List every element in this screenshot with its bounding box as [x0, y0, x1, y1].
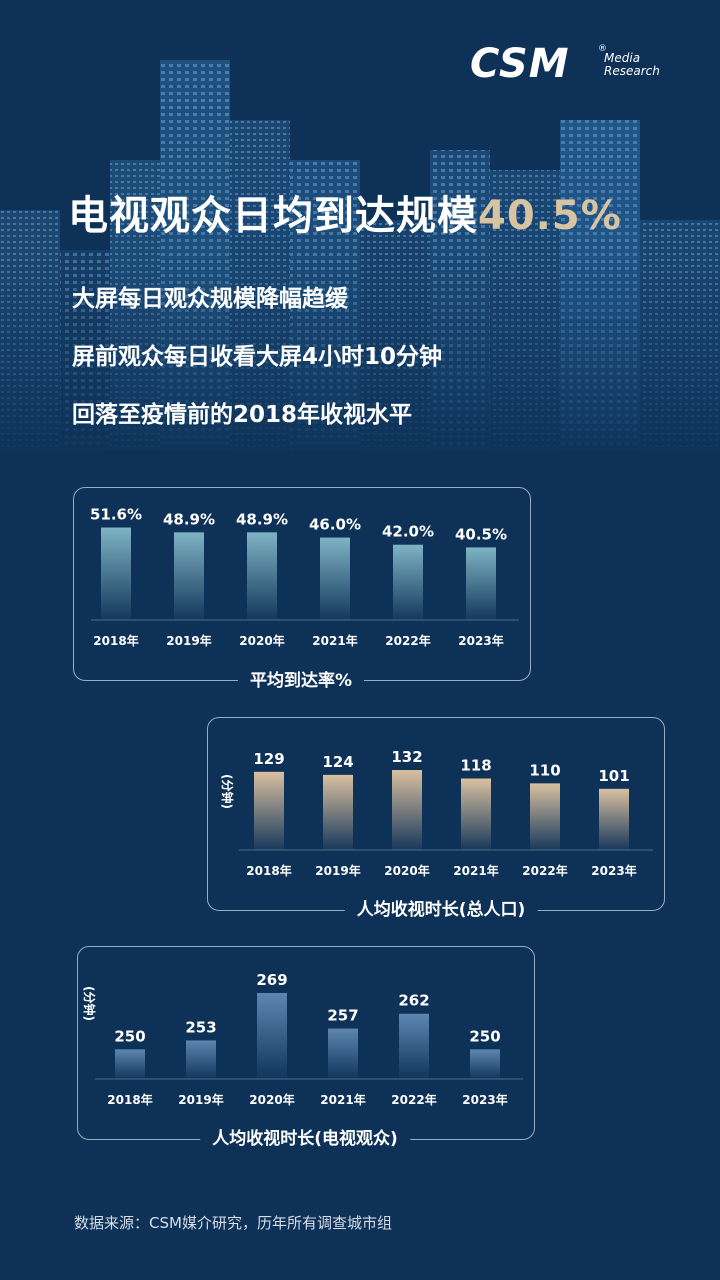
- chart-title-viewing-time-total: 人均收视时长(总人口): [344, 899, 538, 921]
- x-tick-label: 2018年: [246, 863, 291, 878]
- bar-2022年: [530, 783, 560, 850]
- x-tick-label: 2018年: [93, 633, 138, 648]
- x-tick-label: 2023年: [462, 1092, 507, 1107]
- bar-value-label: 253: [185, 1018, 216, 1036]
- chart-viewing-time-tv: 250 2018年 253 2019年 269 2020年 257 2021年 262 2022年…: [95, 971, 523, 1107]
- bar-2023年: [470, 1049, 500, 1079]
- logo-sub-line-2: Research: [604, 64, 660, 78]
- bar-value-label: 257: [327, 1007, 358, 1025]
- x-tick-label: 2023年: [591, 863, 636, 878]
- x-tick-label: 2020年: [249, 1092, 294, 1107]
- bar-value-label: 101: [598, 767, 629, 785]
- data-source-note: 数据来源：CSM媒介研究，历年所有调查城市组: [74, 1214, 392, 1232]
- subhead-2: 屏前观众每日收看大屏4小时10分钟: [72, 344, 443, 370]
- bar-2023年: [466, 547, 496, 620]
- bar-value-label: 48.9%: [163, 510, 215, 528]
- headline-text: 电视观众日均到达规模: [68, 193, 478, 239]
- bar-2019年: [174, 532, 204, 620]
- bar-value-label: 118: [460, 757, 491, 775]
- bar-value-label: 132: [391, 748, 422, 766]
- x-tick-label: 2020年: [239, 633, 284, 648]
- x-tick-label: 2018年: [107, 1092, 152, 1107]
- bar-value-label: 269: [256, 971, 287, 989]
- bar-value-label: 262: [398, 992, 429, 1010]
- x-tick-label: 2019年: [315, 863, 360, 878]
- csm-logo: CSM ® Media Research: [470, 44, 670, 84]
- x-tick-label: 2021年: [320, 1092, 365, 1107]
- logo-main-text: CSM: [470, 41, 570, 87]
- bar-2018年: [254, 771, 284, 850]
- chart-title-reach-rate: 平均到达率%: [237, 670, 365, 692]
- bar-2020年: [257, 992, 287, 1079]
- headline-highlight: 40.5%: [478, 193, 622, 239]
- logo-subtext: Media Research: [604, 52, 660, 78]
- bar-2019年: [186, 1040, 216, 1079]
- bar-value-label: 42.0%: [382, 523, 434, 541]
- chart-ylabel-viewing-time-tv: (分钟): [82, 986, 96, 1021]
- x-tick-label: 2019年: [166, 633, 211, 648]
- bar-value-label: 129: [253, 750, 284, 768]
- subhead-3: 回落至疫情前的2018年收视水平: [72, 402, 413, 428]
- x-tick-label: 2020年: [384, 863, 429, 878]
- bar-2021年: [328, 1028, 358, 1079]
- bar-value-label: 40.5%: [455, 525, 507, 543]
- bar-2019年: [323, 774, 353, 850]
- bar-2022年: [399, 1013, 429, 1079]
- chart-ylabel-viewing-time-total: (分钟): [220, 774, 234, 809]
- chart-title-viewing-time-tv: 人均收视时长(电视观众): [200, 1128, 410, 1150]
- subhead-1: 大屏每日观众规模降幅趋缓: [72, 286, 348, 312]
- logo-registered-mark: ®: [598, 44, 607, 54]
- bar-value-label: 46.0%: [309, 516, 361, 534]
- headline: 电视观众日均到达规模40.5%: [68, 190, 622, 242]
- chart-viewing-time-total: 129 2018年 124 2019年 132 2020年 118 2021年 110 2022年…: [239, 748, 653, 878]
- x-tick-label: 2019年: [178, 1092, 223, 1107]
- bar-value-label: 250: [469, 1027, 500, 1045]
- bar-2021年: [461, 778, 491, 850]
- bar-value-label: 124: [322, 753, 353, 771]
- chart-reach-rate: 51.6% 2018年 48.9% 2019年 48.9% 2020年 46.0% 2021年…: [90, 506, 519, 648]
- bar-value-label: 250: [114, 1027, 145, 1045]
- bar-2021年: [320, 537, 350, 620]
- bar-value-label: 51.6%: [90, 506, 142, 524]
- bar-2018年: [101, 527, 131, 620]
- bar-2023年: [599, 788, 629, 850]
- bar-2018年: [115, 1049, 145, 1079]
- bar-2020年: [392, 770, 422, 850]
- x-tick-label: 2021年: [312, 633, 357, 648]
- x-tick-label: 2022年: [385, 633, 430, 648]
- bar-2022年: [393, 544, 423, 620]
- bar-value-label: 110: [529, 761, 560, 779]
- logo-sub-line-1: Media: [604, 51, 641, 65]
- bar-2020年: [247, 532, 277, 620]
- bar-value-label: 48.9%: [236, 510, 288, 528]
- x-tick-label: 2021年: [453, 863, 498, 878]
- x-tick-label: 2023年: [458, 633, 503, 648]
- x-tick-label: 2022年: [522, 863, 567, 878]
- x-tick-label: 2022年: [391, 1092, 436, 1107]
